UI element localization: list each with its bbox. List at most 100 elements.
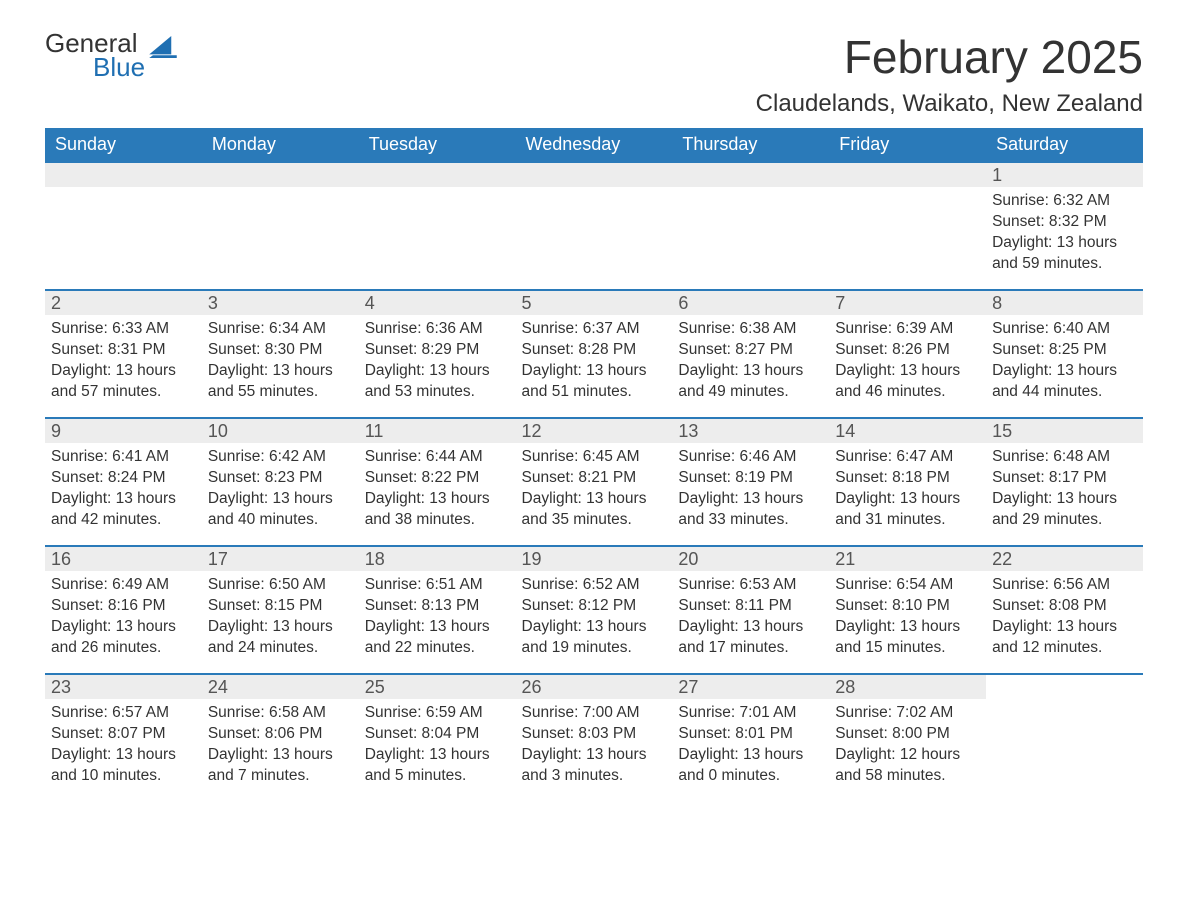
calendar-day-cell [202,162,359,290]
day-number: 13 [672,419,829,443]
weekday-header: Sunday [45,128,202,162]
sunset-line: Sunset: 8:21 PM [522,468,667,489]
daylight-line: Daylight: 13 hours and 17 minutes. [678,617,823,659]
sunrise-line: Sunrise: 6:32 AM [992,191,1137,212]
calendar-week-row: 2Sunrise: 6:33 AMSunset: 8:31 PMDaylight… [45,290,1143,418]
daylight-line: Daylight: 13 hours and 49 minutes. [678,361,823,403]
day-number [45,163,202,187]
calendar-day-cell: 6Sunrise: 6:38 AMSunset: 8:27 PMDaylight… [672,290,829,418]
daylight-line: Daylight: 13 hours and 26 minutes. [51,617,196,659]
sail-icon [149,36,177,58]
sunset-line: Sunset: 8:15 PM [208,596,353,617]
daylight-line: Daylight: 13 hours and 12 minutes. [992,617,1137,659]
sunrise-line: Sunrise: 6:46 AM [678,447,823,468]
day-number: 14 [829,419,986,443]
day-details: Sunrise: 6:41 AMSunset: 8:24 PMDaylight:… [45,443,202,537]
day-details: Sunrise: 6:40 AMSunset: 8:25 PMDaylight:… [986,315,1143,409]
day-number: 7 [829,291,986,315]
sunrise-line: Sunrise: 6:57 AM [51,703,196,724]
calendar-day-cell [45,162,202,290]
day-number: 12 [516,419,673,443]
sunrise-line: Sunrise: 6:36 AM [365,319,510,340]
daylight-line: Daylight: 12 hours and 58 minutes. [835,745,980,787]
day-details: Sunrise: 6:32 AMSunset: 8:32 PMDaylight:… [986,187,1143,281]
location-label: Claudelands, Waikato, New Zealand [756,90,1143,118]
daylight-line: Daylight: 13 hours and 5 minutes. [365,745,510,787]
sunset-line: Sunset: 8:23 PM [208,468,353,489]
sunrise-line: Sunrise: 7:00 AM [522,703,667,724]
day-number: 6 [672,291,829,315]
sunset-line: Sunset: 8:32 PM [992,212,1137,233]
day-number: 3 [202,291,359,315]
day-number: 27 [672,675,829,699]
daylight-line: Daylight: 13 hours and 3 minutes. [522,745,667,787]
sunset-line: Sunset: 8:00 PM [835,724,980,745]
sunset-line: Sunset: 8:06 PM [208,724,353,745]
daylight-line: Daylight: 13 hours and 22 minutes. [365,617,510,659]
day-details: Sunrise: 6:50 AMSunset: 8:15 PMDaylight:… [202,571,359,665]
daylight-line: Daylight: 13 hours and 59 minutes. [992,233,1137,275]
calendar-day-cell: 19Sunrise: 6:52 AMSunset: 8:12 PMDayligh… [516,546,673,674]
calendar-day-cell: 17Sunrise: 6:50 AMSunset: 8:15 PMDayligh… [202,546,359,674]
calendar-day-cell: 3Sunrise: 6:34 AMSunset: 8:30 PMDaylight… [202,290,359,418]
day-details: Sunrise: 6:37 AMSunset: 8:28 PMDaylight:… [516,315,673,409]
calendar-day-cell [359,162,516,290]
brand-logo: General Blue [45,30,177,80]
calendar-day-cell [829,162,986,290]
day-number [672,163,829,187]
calendar-week-row: 16Sunrise: 6:49 AMSunset: 8:16 PMDayligh… [45,546,1143,674]
sunset-line: Sunset: 8:10 PM [835,596,980,617]
sunrise-line: Sunrise: 6:39 AM [835,319,980,340]
month-title: February 2025 [756,30,1143,84]
sunset-line: Sunset: 8:16 PM [51,596,196,617]
sunset-line: Sunset: 8:13 PM [365,596,510,617]
sunrise-line: Sunrise: 6:49 AM [51,575,196,596]
day-details: Sunrise: 6:53 AMSunset: 8:11 PMDaylight:… [672,571,829,665]
day-number: 15 [986,419,1143,443]
calendar-day-cell: 11Sunrise: 6:44 AMSunset: 8:22 PMDayligh… [359,418,516,546]
sunset-line: Sunset: 8:01 PM [678,724,823,745]
calendar-day-cell: 9Sunrise: 6:41 AMSunset: 8:24 PMDaylight… [45,418,202,546]
calendar-day-cell [516,162,673,290]
sunset-line: Sunset: 8:03 PM [522,724,667,745]
day-details: Sunrise: 6:47 AMSunset: 8:18 PMDaylight:… [829,443,986,537]
day-number [202,163,359,187]
day-number: 19 [516,547,673,571]
sunrise-line: Sunrise: 6:38 AM [678,319,823,340]
daylight-line: Daylight: 13 hours and 40 minutes. [208,489,353,531]
day-number: 10 [202,419,359,443]
day-details: Sunrise: 6:52 AMSunset: 8:12 PMDaylight:… [516,571,673,665]
sunrise-line: Sunrise: 6:59 AM [365,703,510,724]
calendar-day-cell: 25Sunrise: 6:59 AMSunset: 8:04 PMDayligh… [359,674,516,802]
sunrise-line: Sunrise: 6:50 AM [208,575,353,596]
day-details: Sunrise: 7:02 AMSunset: 8:00 PMDaylight:… [829,699,986,793]
day-details: Sunrise: 7:00 AMSunset: 8:03 PMDaylight:… [516,699,673,793]
day-details: Sunrise: 6:51 AMSunset: 8:13 PMDaylight:… [359,571,516,665]
sunrise-line: Sunrise: 6:52 AM [522,575,667,596]
day-number: 16 [45,547,202,571]
daylight-line: Daylight: 13 hours and 7 minutes. [208,745,353,787]
day-number: 20 [672,547,829,571]
calendar-day-cell: 24Sunrise: 6:58 AMSunset: 8:06 PMDayligh… [202,674,359,802]
calendar-day-cell: 10Sunrise: 6:42 AMSunset: 8:23 PMDayligh… [202,418,359,546]
sunset-line: Sunset: 8:31 PM [51,340,196,361]
daylight-line: Daylight: 13 hours and 51 minutes. [522,361,667,403]
sunrise-line: Sunrise: 6:40 AM [992,319,1137,340]
day-details: Sunrise: 6:36 AMSunset: 8:29 PMDaylight:… [359,315,516,409]
calendar-day-cell [986,674,1143,802]
calendar-day-cell: 14Sunrise: 6:47 AMSunset: 8:18 PMDayligh… [829,418,986,546]
day-number [986,675,1143,699]
day-number: 5 [516,291,673,315]
calendar-day-cell [672,162,829,290]
day-details: Sunrise: 6:45 AMSunset: 8:21 PMDaylight:… [516,443,673,537]
calendar-week-row: 23Sunrise: 6:57 AMSunset: 8:07 PMDayligh… [45,674,1143,802]
day-details: Sunrise: 6:49 AMSunset: 8:16 PMDaylight:… [45,571,202,665]
daylight-line: Daylight: 13 hours and 19 minutes. [522,617,667,659]
day-details: Sunrise: 6:39 AMSunset: 8:26 PMDaylight:… [829,315,986,409]
sunrise-line: Sunrise: 6:47 AM [835,447,980,468]
sunset-line: Sunset: 8:24 PM [51,468,196,489]
sunset-line: Sunset: 8:17 PM [992,468,1137,489]
day-details: Sunrise: 6:38 AMSunset: 8:27 PMDaylight:… [672,315,829,409]
daylight-line: Daylight: 13 hours and 31 minutes. [835,489,980,531]
day-number: 9 [45,419,202,443]
